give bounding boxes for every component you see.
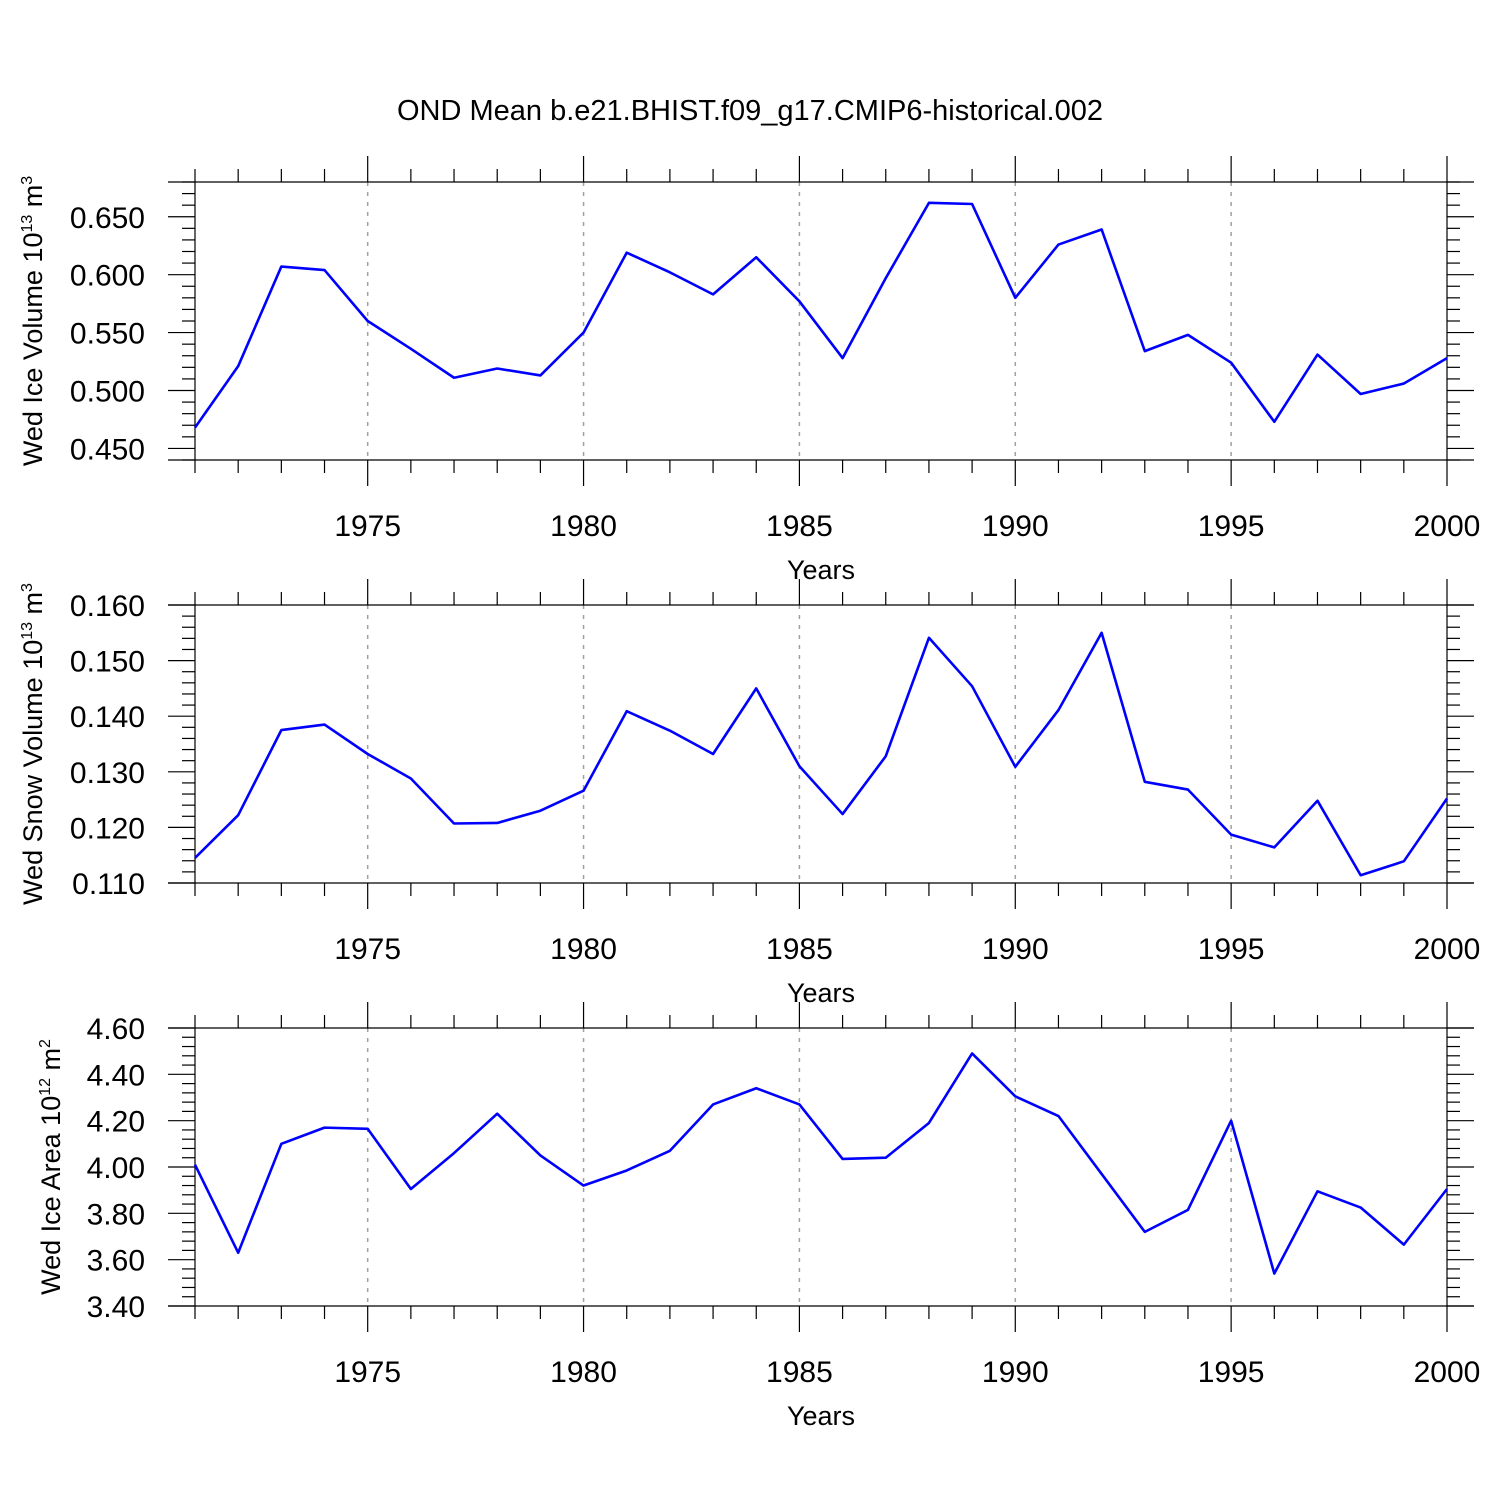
y-tick-label: 0.600 [70, 260, 145, 293]
x-tick-label: 2000 [1414, 510, 1481, 543]
series-line [193, 1052, 1449, 1275]
panel-2: 0.110 0.120 0.130 0.140 0.150 0.160 1975 1980 19… [18, 579, 1480, 1008]
x-tick-label: 2000 [1414, 933, 1481, 966]
x-tick-label: 1980 [550, 510, 617, 543]
y-tick-label: 3.80 [87, 1198, 145, 1231]
y-axis-label: Wed Ice Area 1012 m2 [36, 1039, 66, 1295]
y-tick-label: 0.450 [70, 433, 145, 466]
x-tick-label: 1975 [334, 933, 401, 966]
chart-title: OND Mean b.e21.BHIST.f09_g17.CMIP6-histo… [397, 95, 1103, 127]
y-axis-label: Wed Snow Volume 1013 m3 [18, 583, 48, 905]
y-tick-label: 4.20 [87, 1106, 145, 1139]
x-tick-label: 1990 [982, 510, 1049, 543]
y-tick-label: 4.60 [87, 1013, 145, 1046]
y-tick-label: 3.60 [87, 1245, 145, 1278]
y-tick-label: 0.160 [70, 590, 145, 623]
x-tick-label: 1990 [982, 1356, 1049, 1389]
x-tick-label: 1995 [1198, 1356, 1265, 1389]
x-axis-label: Years [787, 1401, 855, 1431]
y-tick-label: 4.40 [87, 1059, 145, 1092]
y-tick-label: 0.550 [70, 318, 145, 351]
y-tick-label: 0.130 [70, 757, 145, 790]
x-tick-label: 1975 [334, 510, 401, 543]
y-tick-label: 0.500 [70, 376, 145, 409]
x-tick-label: 1995 [1198, 510, 1265, 543]
panel-1: 0.450 0.500 0.550 0.600 0.650 1975 1980 1985 199… [18, 156, 1480, 585]
x-tick-label: 2000 [1414, 1356, 1481, 1389]
y-tick-label: 0.150 [70, 646, 145, 679]
panels: 0.450 0.500 0.550 0.600 0.650 1975 1980 1985 199… [18, 156, 1480, 1431]
x-axis-label: Years [787, 555, 855, 585]
panel-3: 3.40 3.60 3.80 4.00 4.20 4.40 4.60 1975 1980 1985… [36, 1002, 1480, 1431]
y-tick-label: 4.00 [87, 1152, 145, 1185]
x-tick-label: 1995 [1198, 933, 1265, 966]
x-tick-label: 1975 [334, 1356, 401, 1389]
x-tick-label: 1990 [982, 933, 1049, 966]
y-axis-label: Wed Ice Volume 1013 m3 [18, 176, 48, 466]
y-tick-label: 3.40 [87, 1291, 145, 1324]
y-tick-label: 0.120 [70, 812, 145, 845]
series-line [194, 631, 1449, 877]
x-tick-label: 1985 [766, 510, 833, 543]
y-tick-label: 0.650 [70, 202, 145, 235]
x-tick-label: 1985 [766, 1356, 833, 1389]
x-tick-label: 1980 [550, 1356, 617, 1389]
y-tick-label: 0.140 [70, 701, 145, 734]
x-tick-label: 1985 [766, 933, 833, 966]
x-axis-label: Years [787, 978, 855, 1008]
y-tick-label: 0.110 [72, 868, 145, 901]
series-line [193, 201, 1448, 429]
x-tick-label: 1980 [550, 933, 617, 966]
